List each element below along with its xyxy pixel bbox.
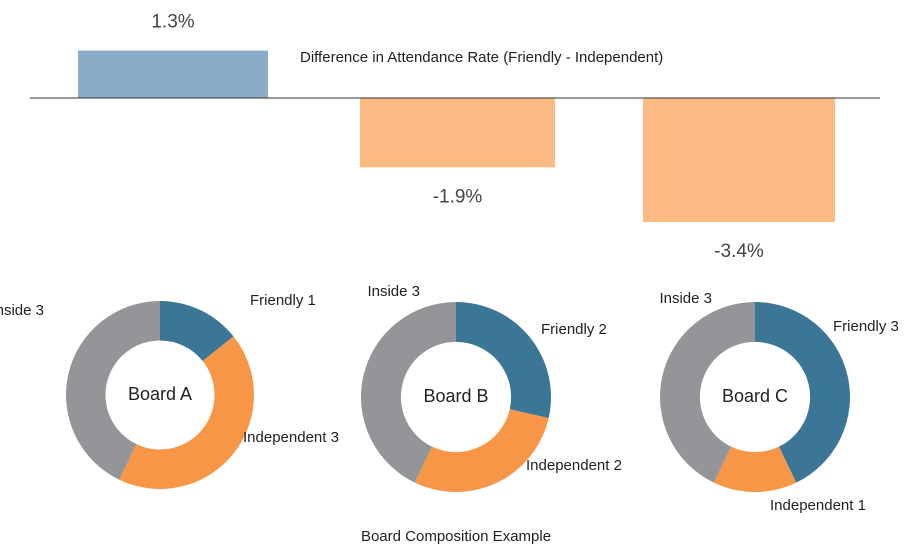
donut-title: Board B <box>423 386 488 406</box>
donut-title: Board C <box>722 386 788 406</box>
value-label: 1.3% <box>151 12 194 33</box>
donut-segment <box>660 302 755 483</box>
segment-label: Inside 3 <box>0 302 44 319</box>
donut-title: Board A <box>128 384 192 404</box>
donut-segment <box>119 336 255 490</box>
donut-segment <box>755 302 850 483</box>
value-label: -1.9% <box>433 186 483 207</box>
segment-label: Inside 3 <box>659 290 712 307</box>
bar <box>360 98 555 168</box>
segment-label: Independent 3 <box>243 429 339 446</box>
donut-segment <box>361 302 456 483</box>
bar-title: Difference in Attendance Rate (Friendly … <box>300 49 663 66</box>
segment-label: Friendly 1 <box>250 292 316 309</box>
segment-label: Independent 1 <box>770 497 866 514</box>
bar <box>643 98 835 223</box>
segment-label: Friendly 3 <box>833 318 899 335</box>
donut-segment <box>713 446 797 492</box>
donut-segment <box>414 409 549 492</box>
segment-label: Inside 3 <box>367 283 420 300</box>
segment-label: Independent 2 <box>526 457 622 474</box>
value-label: -3.4% <box>714 241 764 262</box>
segment-label: Friendly 2 <box>541 321 607 338</box>
donut-segment <box>65 301 160 480</box>
donut-segment <box>456 302 552 419</box>
donut-segment <box>160 301 234 362</box>
caption: Board Composition Example <box>361 528 551 545</box>
bar <box>78 50 268 98</box>
